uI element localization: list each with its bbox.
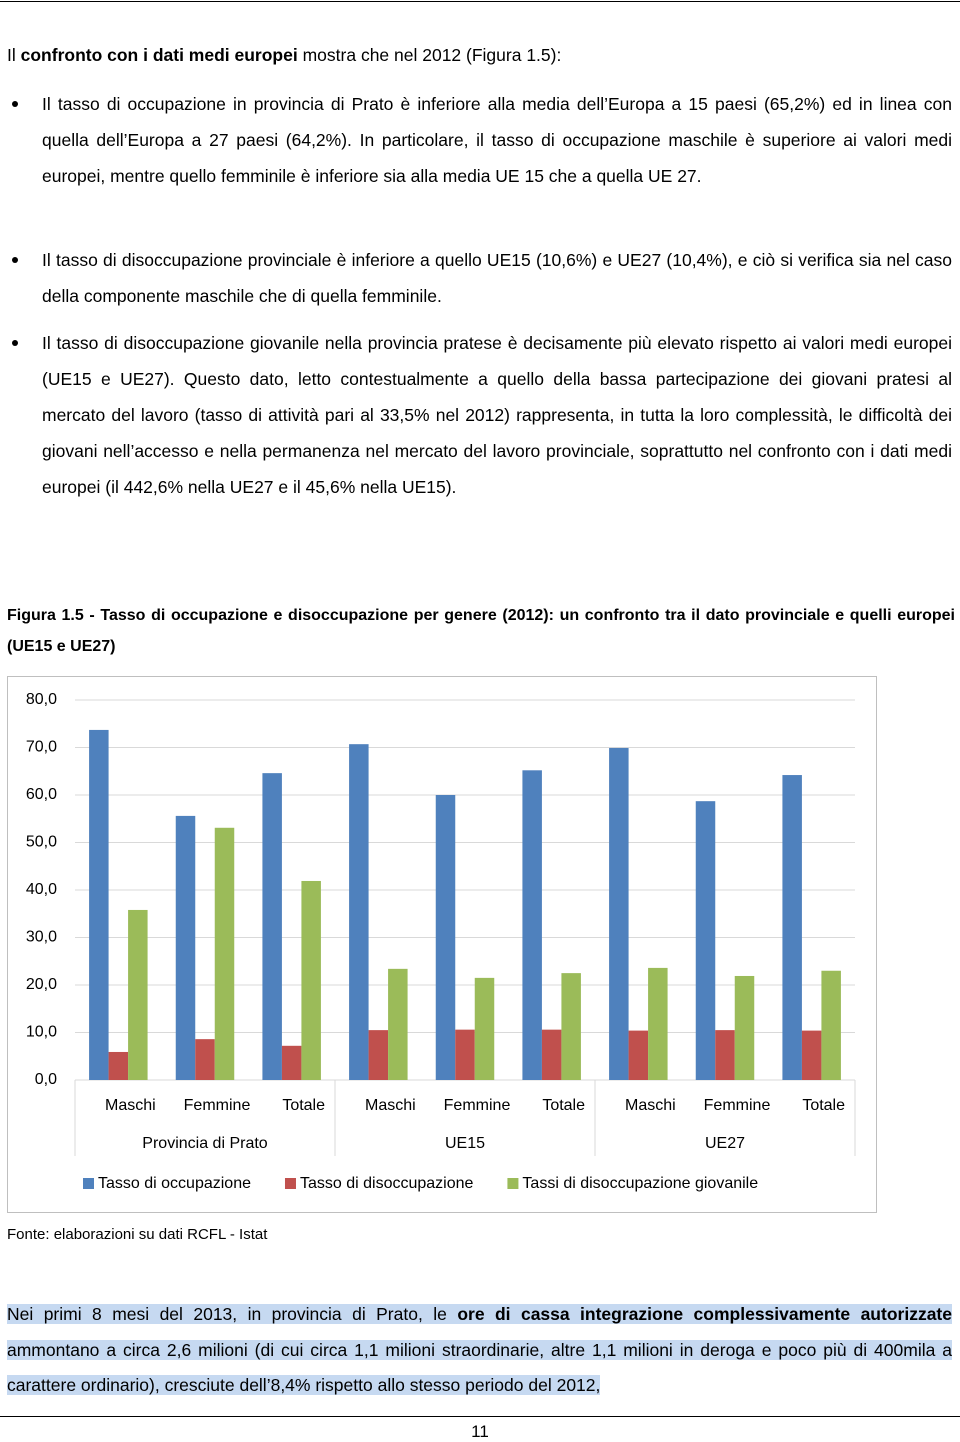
group-label: UE27 xyxy=(705,1135,745,1152)
text: ammontano a circa 2,6 milioni (di cui ci… xyxy=(7,1339,952,1395)
top-rule xyxy=(0,1,960,2)
bar xyxy=(435,795,456,1080)
bar xyxy=(388,968,408,1080)
bar xyxy=(368,1030,389,1080)
bar xyxy=(349,744,369,1080)
bar xyxy=(522,770,542,1080)
bullet: Il tasso di disoccupazione giovanile nel… xyxy=(12,325,952,505)
bar xyxy=(609,747,629,1080)
bar xyxy=(821,970,841,1080)
bar xyxy=(281,1045,302,1080)
y-tick-label: 70,0 xyxy=(26,739,57,756)
bar xyxy=(301,880,321,1080)
y-tick-label: 20,0 xyxy=(26,976,57,993)
group-label: Provincia di Prato xyxy=(142,1135,267,1152)
legend-label: Tassi di disoccupazione giovanile xyxy=(522,1175,758,1192)
legend-swatch xyxy=(284,1178,296,1189)
bar xyxy=(262,773,282,1080)
bar xyxy=(782,775,802,1080)
y-tick-label: 0,0 xyxy=(35,1071,57,1088)
x-tick-label: Maschi xyxy=(625,1097,676,1114)
bar xyxy=(695,801,716,1080)
bar xyxy=(474,977,495,1080)
bar xyxy=(175,815,196,1080)
y-tick-label: 30,0 xyxy=(26,929,57,946)
group-label: UE15 xyxy=(445,1135,485,1152)
bar xyxy=(89,729,109,1080)
bar xyxy=(648,967,668,1080)
x-tick-label: Maschi xyxy=(105,1097,156,1114)
x-tick-label: Totale xyxy=(542,1097,585,1114)
bullet-text: Il tasso di disoccupazione giovanile nel… xyxy=(42,333,952,497)
bullet-text: Il tasso di occupazione in provincia di … xyxy=(42,94,952,186)
bar xyxy=(214,827,235,1080)
bullet-text: Il tasso di disoccupazione provinciale è… xyxy=(42,250,952,306)
x-tick-label: Femmine xyxy=(444,1097,511,1114)
legend-label: Tasso di disoccupazione xyxy=(300,1175,474,1192)
legend-swatch xyxy=(507,1178,519,1189)
bottom-rule xyxy=(0,1416,960,1417)
legend-label: Tasso di occupazione xyxy=(98,1175,251,1192)
bar xyxy=(561,973,581,1080)
bold-text: confronto con i dati medi europei xyxy=(20,45,298,65)
text: Il xyxy=(7,45,21,65)
x-tick-label: Totale xyxy=(802,1097,845,1114)
text: mostra che nel 2012 (Figura 1.5): xyxy=(297,45,562,65)
bar xyxy=(541,1029,562,1080)
x-tick-label: Femmine xyxy=(184,1097,251,1114)
bar xyxy=(628,1030,649,1080)
bar xyxy=(128,909,148,1080)
page-number: 11 xyxy=(471,1422,489,1441)
y-tick-label: 10,0 xyxy=(26,1024,57,1041)
bullet: Il tasso di disoccupazione provinciale è… xyxy=(12,242,952,314)
bullet: Il tasso di occupazione in provincia di … xyxy=(12,86,952,194)
intro: Il confronto con i dati medi europei mos… xyxy=(7,37,952,73)
closing-paragraph: Nei primi 8 mesi del 2013, in provincia … xyxy=(7,1297,952,1404)
x-tick-label: Maschi xyxy=(365,1097,416,1114)
bold-text: ore di cassa integrazione complessivamen… xyxy=(457,1304,952,1324)
chart: 0,0 10,0 20,0 30,0 40,0 50,0 60,0 70,0 80,0 Masch… xyxy=(7,676,877,1213)
bar xyxy=(715,1030,735,1080)
bar xyxy=(108,1051,129,1080)
figure-caption: Figura 1.5 - Tasso di occupazione e diso… xyxy=(7,607,955,655)
bar xyxy=(734,975,755,1080)
y-tick-label: 50,0 xyxy=(26,834,57,851)
x-tick-label: Totale xyxy=(282,1097,325,1114)
source: Fonte: elaborazioni su dati RCFL - Istat xyxy=(7,1226,268,1243)
legend-swatch xyxy=(83,1178,94,1189)
y-tick-label: 80,0 xyxy=(26,691,57,708)
bar xyxy=(455,1029,475,1080)
text: Nei primi 8 mesi del 2013, in provincia … xyxy=(7,1304,458,1324)
bar xyxy=(195,1039,215,1080)
x-tick-label: Femmine xyxy=(704,1097,771,1114)
bar xyxy=(801,1030,822,1080)
y-tick-label: 60,0 xyxy=(26,786,57,803)
y-tick-label: 40,0 xyxy=(26,881,57,898)
